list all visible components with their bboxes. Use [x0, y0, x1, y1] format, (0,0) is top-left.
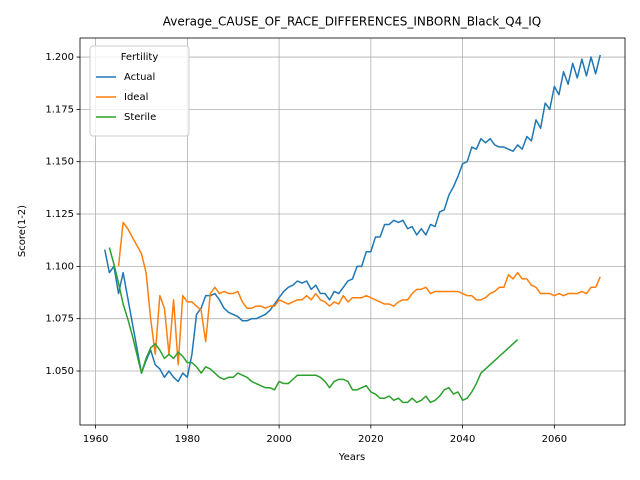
x-tick-label: 1960	[83, 434, 108, 445]
x-tick-label: 2040	[450, 434, 475, 445]
chart-title: Average_CAUSE_OF_RACE_DIFFERENCES_INBORN…	[163, 15, 541, 29]
x-axis-label: Years	[338, 452, 365, 463]
legend-box	[89, 45, 190, 137]
legend-label: Actual	[124, 72, 155, 83]
y-tick-label: 1.200	[45, 52, 74, 63]
x-tick-label: 2000	[266, 434, 291, 445]
y-axis-label: Score(1-2)	[17, 205, 28, 257]
y-tick-label: 1.100	[45, 261, 74, 272]
legend-title: Fertility	[121, 52, 159, 63]
x-tick-label: 1980	[175, 434, 200, 445]
series-line	[108, 247, 519, 404]
legend-label: Ideal	[124, 92, 148, 103]
y-tick-label: 1.075	[45, 314, 74, 325]
legend: Fertility Actual Ideal Sterile	[89, 45, 190, 137]
y-tick-label: 1.150	[45, 157, 74, 168]
plot-frame	[79, 37, 626, 426]
x-tick-label: 2020	[358, 434, 383, 445]
series-line	[117, 221, 601, 366]
y-tick-label: 1.125	[45, 209, 74, 220]
y-tick-label: 1.175	[45, 104, 74, 115]
y-tick-label: 1.050	[45, 366, 74, 377]
x-tick-label: 2060	[542, 434, 567, 445]
series-line	[104, 54, 601, 383]
legend-label: Sterile	[124, 112, 156, 123]
